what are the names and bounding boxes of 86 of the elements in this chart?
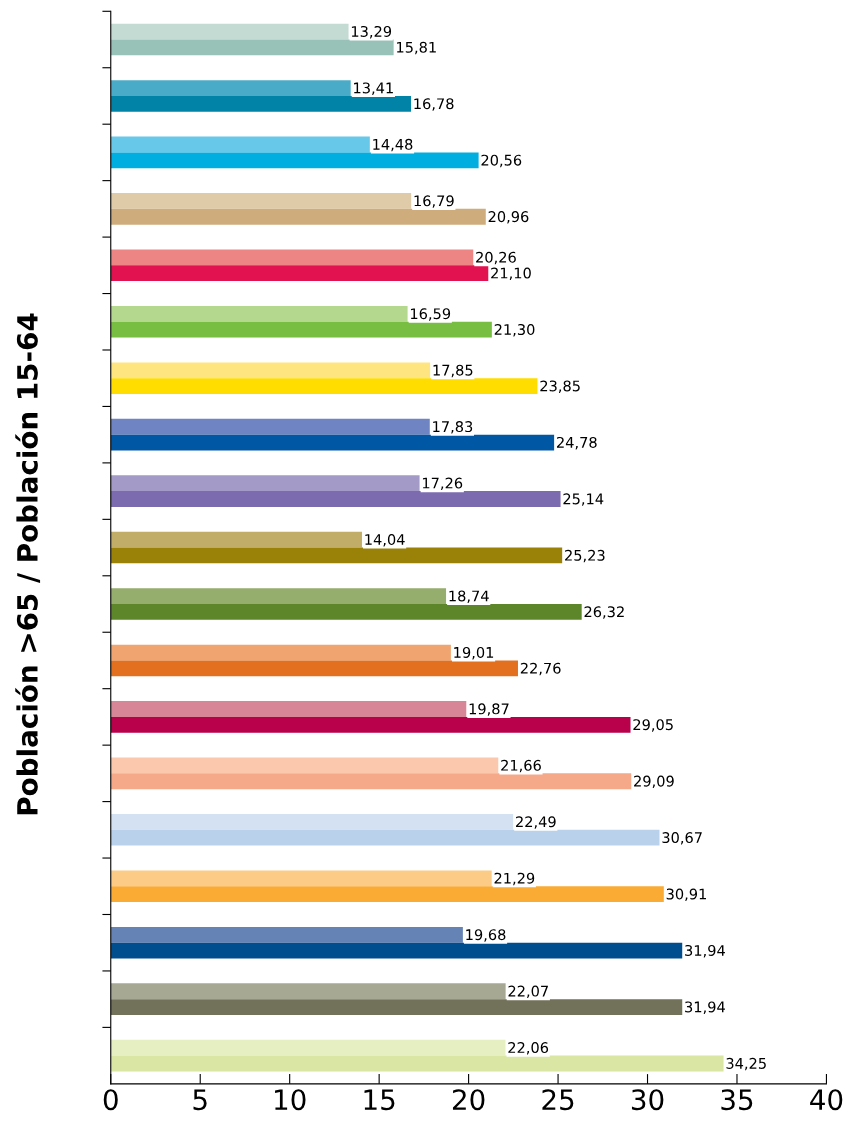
data-label: 20,56 xyxy=(481,154,522,168)
data-label: 29,05 xyxy=(633,719,673,732)
data-label: 16,79 xyxy=(414,195,454,208)
data-label: 21,66 xyxy=(501,759,541,773)
data-label: 17,83 xyxy=(433,421,473,434)
bar xyxy=(110,193,412,209)
data-label: 20,96 xyxy=(488,211,529,224)
data-label: 25,14 xyxy=(563,493,604,506)
x-tick-label: 5 xyxy=(193,1089,207,1111)
data-label: 31,94 xyxy=(685,1001,725,1014)
data-label: 14,48 xyxy=(373,138,413,152)
data-label: 19,68 xyxy=(466,929,506,942)
data-label: 21,29 xyxy=(494,872,535,886)
bar xyxy=(110,829,660,846)
bar xyxy=(110,814,514,830)
bar xyxy=(110,926,463,943)
data-label: 20,26 xyxy=(476,251,516,265)
bar xyxy=(110,95,411,112)
y-axis-title: Población >65 / Población 15-64 xyxy=(15,313,41,815)
bar xyxy=(110,531,362,548)
data-label: 14,04 xyxy=(365,533,405,547)
bar xyxy=(110,773,632,790)
data-label: 18,74 xyxy=(449,590,489,603)
bar xyxy=(110,983,506,1000)
bar xyxy=(110,475,420,492)
data-label: 19,87 xyxy=(469,703,509,716)
bar xyxy=(110,136,370,153)
bar xyxy=(110,604,582,620)
x-tick-label: 15 xyxy=(364,1089,395,1111)
data-label: 23,85 xyxy=(540,380,580,393)
x-tick-label: 20 xyxy=(452,1089,485,1111)
bar xyxy=(110,249,474,266)
bar xyxy=(110,39,394,56)
x-tick-label: 35 xyxy=(721,1089,753,1111)
bar xyxy=(110,1039,506,1056)
bar xyxy=(110,547,563,564)
bar xyxy=(110,757,499,774)
data-label: 22,49 xyxy=(516,816,556,829)
bar xyxy=(110,701,467,717)
data-label: 16,78 xyxy=(414,98,454,111)
bar xyxy=(110,321,492,338)
data-label: 34,25 xyxy=(726,1057,766,1071)
bar xyxy=(110,1055,724,1072)
data-label: 15,81 xyxy=(397,41,436,55)
bar xyxy=(110,418,430,435)
data-label: 19,01 xyxy=(454,646,494,660)
bar xyxy=(110,886,664,903)
bar xyxy=(110,80,351,96)
data-label: 25,23 xyxy=(565,549,605,563)
data-label: 26,32 xyxy=(584,606,624,619)
data-label: 24,78 xyxy=(556,436,597,450)
data-label: 30,67 xyxy=(662,832,702,845)
data-label: 13,41 xyxy=(354,82,393,95)
bar xyxy=(110,152,479,169)
data-label: 29,09 xyxy=(634,775,674,789)
bar xyxy=(110,23,349,40)
data-label: 13,29 xyxy=(351,25,392,39)
bar xyxy=(110,588,447,605)
bar xyxy=(110,660,518,677)
data-label: 22,06 xyxy=(508,1042,549,1055)
bar xyxy=(110,716,631,733)
bar xyxy=(110,305,408,322)
bar xyxy=(110,870,492,887)
x-tick-label: 10 xyxy=(275,1089,306,1111)
bar xyxy=(110,434,555,451)
data-label: 22,07 xyxy=(508,985,548,999)
x-tick-label: 40 xyxy=(810,1089,843,1111)
bar xyxy=(110,942,683,959)
data-label: 22,76 xyxy=(520,662,561,676)
data-label: 16,59 xyxy=(410,308,451,321)
bar xyxy=(110,362,431,379)
bar xyxy=(110,378,538,395)
data-label: 30,91 xyxy=(666,888,706,902)
x-tick-label: 25 xyxy=(542,1089,574,1111)
data-label: 17,85 xyxy=(433,364,473,378)
data-label: 17,26 xyxy=(422,477,463,491)
data-label: 31,94 xyxy=(685,944,725,958)
bar xyxy=(110,265,489,282)
data-label: 21,30 xyxy=(494,324,535,337)
x-tick-label: 0 xyxy=(103,1089,118,1111)
bar xyxy=(110,491,561,507)
data-label: 21,10 xyxy=(491,267,531,281)
bar xyxy=(110,208,486,225)
x-tick-label: 30 xyxy=(631,1089,664,1111)
bar xyxy=(110,999,683,1015)
bar xyxy=(110,644,451,661)
